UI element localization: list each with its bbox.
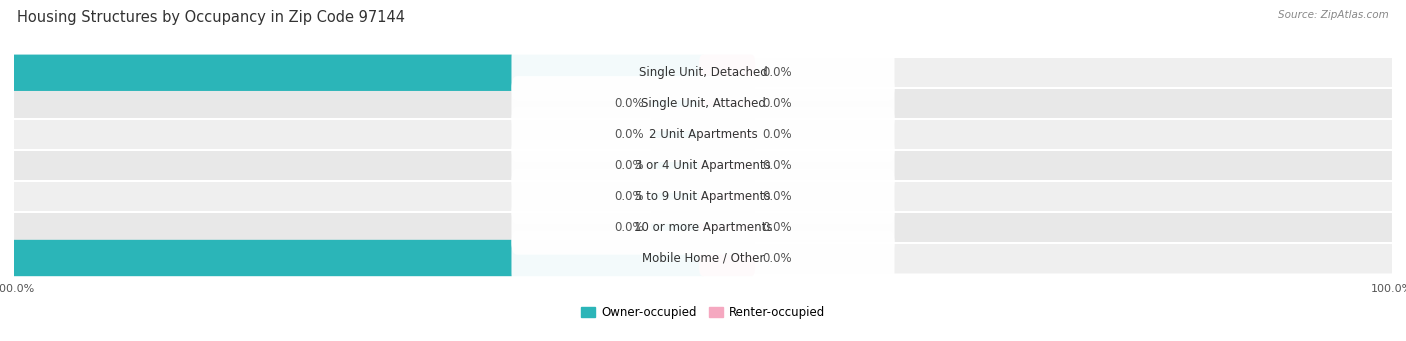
Legend: Owner-occupied, Renter-occupied: Owner-occupied, Renter-occupied (576, 301, 830, 324)
Text: 0.0%: 0.0% (614, 97, 644, 110)
FancyBboxPatch shape (651, 147, 707, 183)
Text: 0.0%: 0.0% (614, 128, 644, 141)
Text: 5 to 9 Unit Apartments: 5 to 9 Unit Apartments (636, 190, 770, 203)
Text: Single Unit, Detached: Single Unit, Detached (638, 66, 768, 79)
FancyBboxPatch shape (699, 116, 755, 153)
FancyBboxPatch shape (512, 107, 894, 162)
FancyBboxPatch shape (14, 88, 1392, 119)
FancyBboxPatch shape (14, 242, 1392, 273)
Text: 100.0%: 100.0% (0, 252, 3, 265)
FancyBboxPatch shape (10, 55, 707, 91)
Text: 0.0%: 0.0% (762, 221, 792, 234)
FancyBboxPatch shape (14, 57, 1392, 88)
FancyBboxPatch shape (699, 55, 755, 91)
FancyBboxPatch shape (512, 200, 894, 255)
Text: 0.0%: 0.0% (762, 252, 792, 265)
FancyBboxPatch shape (512, 231, 894, 285)
Text: 2 Unit Apartments: 2 Unit Apartments (648, 128, 758, 141)
Text: Source: ZipAtlas.com: Source: ZipAtlas.com (1278, 10, 1389, 20)
FancyBboxPatch shape (699, 240, 755, 276)
FancyBboxPatch shape (14, 150, 1392, 181)
Text: 0.0%: 0.0% (762, 97, 792, 110)
Text: 100.0%: 100.0% (0, 66, 3, 79)
Text: Mobile Home / Other: Mobile Home / Other (641, 252, 765, 265)
FancyBboxPatch shape (14, 119, 1392, 150)
Text: 0.0%: 0.0% (614, 221, 644, 234)
Text: 3 or 4 Unit Apartments: 3 or 4 Unit Apartments (636, 159, 770, 172)
FancyBboxPatch shape (699, 86, 755, 122)
FancyBboxPatch shape (651, 116, 707, 153)
FancyBboxPatch shape (512, 76, 894, 131)
FancyBboxPatch shape (651, 178, 707, 214)
Text: Housing Structures by Occupancy in Zip Code 97144: Housing Structures by Occupancy in Zip C… (17, 10, 405, 25)
FancyBboxPatch shape (512, 169, 894, 224)
FancyBboxPatch shape (512, 138, 894, 193)
FancyBboxPatch shape (699, 178, 755, 214)
Text: 0.0%: 0.0% (762, 128, 792, 141)
Text: 0.0%: 0.0% (614, 159, 644, 172)
FancyBboxPatch shape (699, 147, 755, 183)
Text: 0.0%: 0.0% (762, 190, 792, 203)
Text: Single Unit, Attached: Single Unit, Attached (641, 97, 765, 110)
Text: 10 or more Apartments: 10 or more Apartments (634, 221, 772, 234)
FancyBboxPatch shape (10, 240, 707, 276)
Text: 0.0%: 0.0% (762, 159, 792, 172)
FancyBboxPatch shape (14, 181, 1392, 212)
FancyBboxPatch shape (651, 86, 707, 122)
FancyBboxPatch shape (512, 45, 894, 100)
FancyBboxPatch shape (651, 209, 707, 245)
FancyBboxPatch shape (699, 209, 755, 245)
Text: 0.0%: 0.0% (614, 190, 644, 203)
FancyBboxPatch shape (14, 212, 1392, 242)
Text: 0.0%: 0.0% (762, 66, 792, 79)
